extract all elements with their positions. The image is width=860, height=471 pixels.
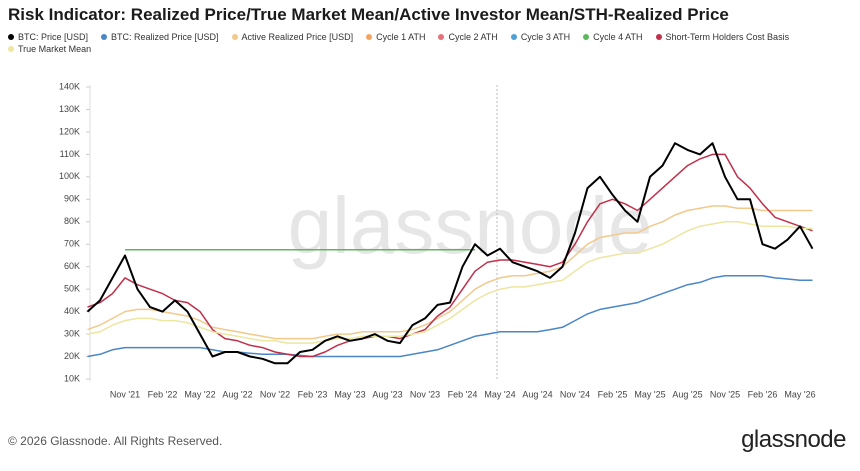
legend-swatch: [231, 34, 238, 40]
x-tick-label: Aug '23: [372, 389, 402, 399]
legend-label: Short-Term Holders Cost Basis: [665, 32, 790, 42]
series-line: [87, 153, 813, 358]
y-tick-label: 60K: [64, 261, 80, 271]
x-tick-label: Feb '24: [448, 389, 478, 399]
legend-label: Cycle 1 ATH: [376, 32, 426, 42]
legend-label: BTC: Realized Price [USD]: [111, 32, 219, 42]
y-tick-label: 90K: [64, 194, 80, 204]
x-tick-label: Feb '26: [748, 389, 778, 399]
legend-label: True Market Mean: [18, 44, 92, 54]
legend: BTC: Price [USD] BTC: Realized Price [USD…: [8, 32, 848, 54]
series-line: [87, 221, 813, 344]
legend-item[interactable]: Short-Term Holders Cost Basis: [655, 32, 790, 42]
watermark: glassnode: [288, 181, 653, 270]
copyright: © 2026 Glassnode. All Rights Reserved.: [8, 434, 223, 448]
legend-swatch: [655, 34, 662, 40]
x-tick-label: May '26: [784, 389, 815, 399]
legend-swatch: [8, 46, 14, 52]
y-tick-label: 130K: [59, 104, 80, 114]
y-tick-label: 10K: [64, 373, 80, 383]
x-tick-label: Nov '25: [710, 389, 740, 399]
logo: glassnode: [741, 426, 846, 453]
y-tick-label: 40K: [64, 306, 80, 316]
y-tick-label: 50K: [64, 284, 80, 294]
chart-title: Risk Indicator: Realized Price/True Mark…: [8, 5, 729, 24]
y-tick-label: 140K: [59, 81, 80, 91]
series-line: [87, 205, 813, 340]
x-tick-label: Feb '23: [298, 389, 328, 399]
x-tick-label: Feb '25: [598, 389, 628, 399]
legend-item[interactable]: Cycle 2 ATH: [438, 32, 498, 42]
legend-label: Cycle 4 ATH: [593, 32, 643, 42]
legend-item[interactable]: BTC: Realized Price [USD]: [101, 32, 219, 42]
x-tick-label: Nov '22: [260, 389, 290, 399]
x-tick-label: Nov '24: [560, 389, 590, 399]
legend-item[interactable]: True Market Mean: [8, 44, 91, 54]
legend-item[interactable]: BTC: Price [USD]: [8, 32, 88, 42]
x-tick-label: May '23: [334, 389, 365, 399]
legend-item[interactable]: Cycle 1 ATH: [366, 32, 425, 42]
legend-swatch: [510, 34, 517, 40]
legend-item[interactable]: Cycle 4 ATH: [583, 32, 643, 42]
legend-label: BTC: Price [USD]: [18, 32, 89, 42]
legend-label: Cycle 2 ATH: [448, 32, 498, 42]
legend-swatch: [583, 34, 590, 40]
legend-label: Cycle 3 ATH: [520, 32, 571, 42]
legend-item[interactable]: Cycle 3 ATH: [510, 32, 571, 42]
x-tick-label: Nov '23: [410, 389, 440, 399]
series-line: [86, 142, 814, 365]
x-tick-label: Aug '22: [222, 389, 252, 399]
legend-swatch: [101, 34, 108, 40]
y-tick-label: 80K: [64, 216, 80, 226]
y-tick-label: 20K: [64, 351, 80, 361]
x-tick-label: May '24: [484, 389, 515, 399]
x-tick-label: Nov '21: [110, 389, 140, 399]
x-tick-label: May '25: [634, 389, 665, 399]
series-line: [87, 274, 813, 358]
y-tick-label: 100K: [59, 171, 80, 181]
x-tick-label: Aug '25: [672, 389, 702, 399]
y-tick-label: 120K: [59, 126, 80, 136]
legend-swatch: [366, 34, 373, 40]
x-tick-label: May '22: [184, 389, 215, 399]
legend-item[interactable]: Active Realized Price [USD]: [231, 32, 354, 42]
y-tick-label: 110K: [60, 149, 80, 159]
legend-swatch: [438, 34, 445, 40]
x-tick-label: Feb '22: [148, 389, 178, 399]
y-tick-label: 30K: [64, 328, 80, 338]
legend-label: Active Realized Price [USD]: [241, 32, 354, 42]
x-tick-label: Aug '24: [522, 389, 552, 399]
legend-swatch: [8, 34, 14, 40]
y-tick-label: 70K: [64, 239, 80, 249]
